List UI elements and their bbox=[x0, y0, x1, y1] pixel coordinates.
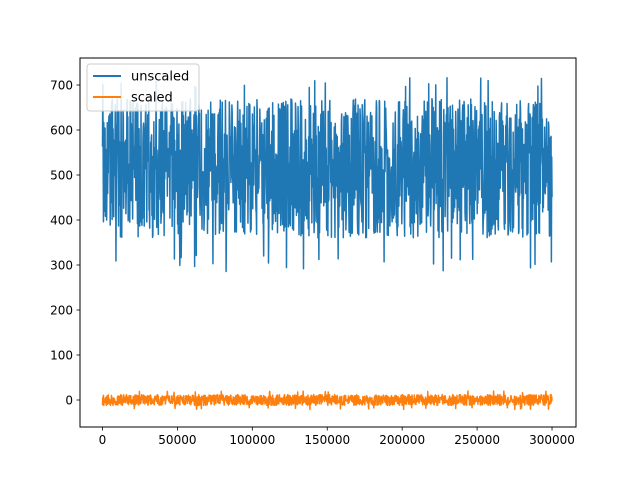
y-tick-label: 600 bbox=[50, 124, 73, 138]
y-tick-label: 400 bbox=[50, 214, 73, 228]
x-tick-label: 300000 bbox=[529, 433, 575, 447]
y-tick-label: 100 bbox=[50, 349, 73, 363]
x-tick-label: 150000 bbox=[304, 433, 350, 447]
plot-area bbox=[79, 57, 577, 428]
y-tick-label: 200 bbox=[50, 304, 73, 318]
series-line-scaled bbox=[101, 390, 553, 411]
y-tick-label: 500 bbox=[50, 169, 73, 183]
x-tick-label: 0 bbox=[99, 433, 107, 447]
legend: unscaled scaled bbox=[86, 63, 200, 112]
x-axis: 0 50000 100000 150000 200000 250000 300000 bbox=[99, 427, 575, 447]
legend-label-scaled: scaled bbox=[131, 91, 173, 106]
y-tick-label: 0 bbox=[65, 394, 73, 408]
x-tick-label: 200000 bbox=[379, 433, 425, 447]
x-tick-label: 250000 bbox=[454, 433, 500, 447]
axes-frame bbox=[79, 57, 577, 428]
y-tick-label: 300 bbox=[50, 259, 73, 273]
series-line-unscaled bbox=[101, 76, 553, 273]
y-tick-label: 700 bbox=[50, 79, 73, 93]
y-axis: 0 100 200 300 400 500 600 700 bbox=[50, 79, 80, 408]
legend-label-unscaled: unscaled bbox=[131, 70, 189, 85]
series-layer bbox=[101, 76, 553, 411]
x-tick-label: 50000 bbox=[158, 433, 196, 447]
x-tick-label: 100000 bbox=[229, 433, 275, 447]
